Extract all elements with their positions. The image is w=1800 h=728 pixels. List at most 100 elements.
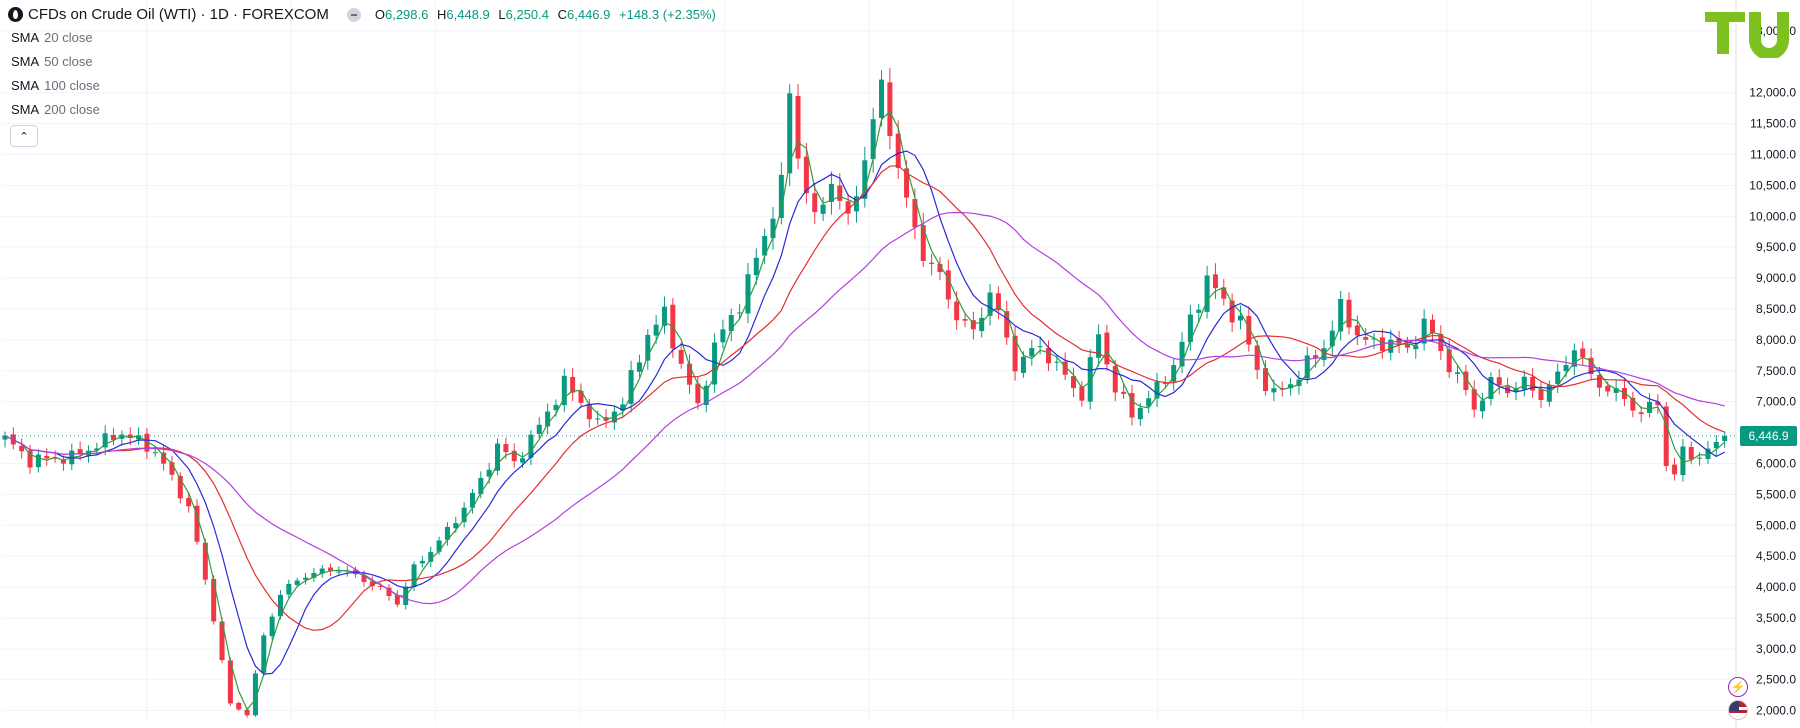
- candle-body: [1421, 318, 1427, 344]
- candle-body: [720, 329, 726, 343]
- candle-body: [528, 434, 534, 458]
- candle-body: [27, 450, 33, 468]
- candle-body: [1363, 337, 1369, 340]
- candle-body: [1580, 348, 1586, 358]
- sma-line: [4, 211, 1725, 605]
- sma-line: [4, 165, 1725, 631]
- candle-body: [503, 443, 509, 453]
- candle-body: [261, 635, 267, 673]
- candle-body: [495, 443, 501, 471]
- candle-body: [787, 93, 793, 174]
- candle-body: [770, 218, 776, 239]
- candle-body: [1204, 275, 1210, 312]
- candle-body: [1054, 361, 1060, 363]
- candle-body: [1212, 274, 1218, 289]
- candle-body: [227, 660, 233, 704]
- symbol-title[interactable]: CFDs on Crude Oil (WTI) · 1D · FOREXCOM: [28, 6, 329, 23]
- candle-body: [1229, 300, 1235, 323]
- candle-body: [762, 235, 768, 256]
- candle-body: [461, 507, 467, 523]
- candle-body: [812, 193, 818, 213]
- sma-200-legend[interactable]: SMA 200 close: [11, 101, 100, 117]
- candle-body: [453, 523, 459, 529]
- candle-body: [687, 363, 693, 385]
- candle-body: [1371, 338, 1377, 340]
- legend-options-icon[interactable]: [346, 7, 361, 22]
- candle-body: [904, 168, 910, 198]
- candle-body: [1237, 315, 1243, 321]
- candle-body: [1246, 316, 1252, 345]
- price-axis: 13,000.012,000.011,500.011,000.010,500.0…: [1749, 24, 1796, 718]
- candle-body: [920, 225, 926, 261]
- candle-body: [1688, 447, 1694, 460]
- candle-body: [1288, 384, 1294, 389]
- sma-50-legend[interactable]: SMA 50 close: [11, 53, 93, 69]
- candle-body: [1647, 401, 1653, 413]
- candle-body: [1638, 412, 1644, 415]
- candle-body: [1271, 388, 1277, 393]
- candle-body: [703, 385, 709, 406]
- chevron-up-icon[interactable]: ⌃: [10, 125, 38, 147]
- candle-body: [152, 452, 158, 454]
- last-price-label: 6,446.9: [1740, 425, 1797, 446]
- candle-body: [1162, 382, 1168, 384]
- candle-body: [636, 362, 642, 372]
- candle-body: [1496, 377, 1502, 386]
- lightning-icon[interactable]: ⚡: [1728, 677, 1748, 697]
- candle-body: [837, 185, 843, 201]
- candle-body: [1571, 350, 1577, 367]
- candle-body: [411, 564, 417, 587]
- price-axis-label: 10,000.0: [1749, 209, 1796, 223]
- candle-body: [444, 526, 450, 540]
- candle-body: [595, 418, 601, 420]
- candle-body: [803, 156, 809, 194]
- candle-body: [1112, 366, 1118, 393]
- candle-body: [419, 560, 425, 564]
- sma-100-legend[interactable]: SMA 100 close: [11, 77, 100, 93]
- chart-grid: [2, 0, 1737, 728]
- price-axis-label: 11,000.0: [1750, 147, 1796, 161]
- candle-body: [1446, 349, 1452, 373]
- candle-body: [653, 324, 659, 336]
- candle-body: [1463, 371, 1469, 391]
- candle-body: [929, 262, 935, 264]
- candle-body: [1588, 357, 1594, 375]
- candle-body: [1079, 386, 1085, 401]
- candle-body: [1388, 339, 1394, 353]
- candle-body: [111, 434, 117, 440]
- candle-body: [778, 174, 784, 218]
- candle-body: [1154, 381, 1160, 399]
- price-axis-label: 8,000.0: [1756, 333, 1796, 347]
- candle-body: [645, 334, 651, 361]
- candle-body: [1354, 325, 1360, 336]
- price-axis-label: 5,000.0: [1756, 518, 1796, 532]
- candle-body: [1563, 364, 1569, 372]
- candle-body: [620, 404, 626, 411]
- candle-body: [1062, 361, 1068, 375]
- candle-body: [478, 477, 484, 494]
- us-flag-icon[interactable]: [1728, 700, 1748, 720]
- candle-body: [1471, 389, 1477, 410]
- candle-body: [19, 445, 25, 452]
- price-axis-label: 3,500.0: [1756, 611, 1796, 625]
- candle-body: [1121, 391, 1127, 394]
- candle-body: [177, 475, 183, 499]
- candle-body: [1530, 376, 1536, 391]
- candle-body: [1296, 379, 1302, 387]
- candle-body: [728, 315, 734, 331]
- candle-body: [954, 301, 960, 321]
- candle-body: [536, 424, 542, 434]
- candle-body: [394, 595, 400, 605]
- candle-body: [1104, 332, 1110, 365]
- candle-body: [194, 505, 200, 542]
- candle-body: [428, 552, 434, 562]
- price-axis-label: 2,500.0: [1756, 673, 1796, 687]
- candle-body: [678, 349, 684, 364]
- price-axis-label: 10,500.0: [1749, 178, 1796, 192]
- candle-body: [1438, 333, 1444, 352]
- candle-body: [979, 317, 985, 332]
- candle-body: [1705, 448, 1711, 460]
- candle-body: [995, 293, 1001, 311]
- sma-20-legend[interactable]: SMA 20 close: [11, 29, 93, 45]
